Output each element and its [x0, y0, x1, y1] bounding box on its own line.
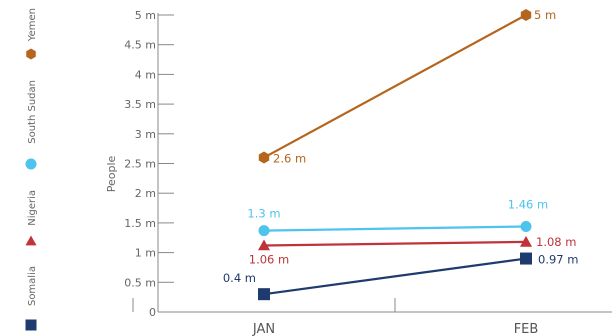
- y-axis: 0 0.5 m 1 m 1.5 m 2 m 2.5 m 3 m 3.5 m 4 m 4.5 m 5 …: [124, 9, 174, 319]
- data-point-yemen: [258, 151, 270, 164]
- x-tick-label-jan: JAN: [252, 322, 275, 336]
- series-yemen: 2.6 m 5 m: [258, 8, 556, 166]
- data-label-somalia: 0.97 m: [538, 253, 578, 267]
- y-tick-label: 5 m: [135, 9, 156, 22]
- legend-marker-somalia: [25, 319, 37, 331]
- legend-item-nigeria: Nigeria: [25, 190, 38, 246]
- legend-item-somalia: Somalia: [25, 266, 38, 331]
- legend-marker-nigeria: [25, 235, 37, 246]
- series-line-somalia: [263, 257, 527, 296]
- legend-item-south-sudan: South Sudan: [25, 80, 38, 170]
- legend-marker-south-sudan: [25, 158, 37, 170]
- data-label-nigeria: 1.08 m: [536, 235, 576, 249]
- data-point-yemen: [520, 9, 532, 21]
- legend-item-yemen: Yemen: [26, 8, 38, 60]
- plot-area: 0.4 m 0.97 m 1.06 m 1.08 m 1.3 m 1.46 m 2.6 m 5…: [223, 8, 578, 301]
- legend: Yemen South Sudan Nigeria Somalia: [25, 8, 38, 331]
- series-line-yemen: [263, 14, 527, 159]
- legend-label-somalia: Somalia: [27, 266, 38, 306]
- data-point-nigeria: [258, 239, 270, 251]
- data-label-south-sudan: 1.3 m: [247, 207, 280, 221]
- data-label-somalia: 0.4 m: [223, 271, 256, 285]
- legend-label-nigeria: Nigeria: [27, 190, 38, 226]
- data-label-yemen: 5 m: [534, 8, 556, 22]
- y-tick-label: 4 m: [135, 68, 156, 81]
- y-tick-label: 3 m: [135, 128, 156, 141]
- legend-label-yemen: Yemen: [27, 8, 38, 42]
- y-tick-label: 1.5 m: [124, 217, 156, 230]
- data-label-yemen: 2.6 m: [273, 152, 306, 166]
- y-tick-label: 1 m: [135, 247, 156, 260]
- x-axis: JAN FEB: [132, 298, 612, 336]
- data-point-somalia: [258, 288, 270, 301]
- legend-label-south-sudan: South Sudan: [27, 80, 38, 144]
- y-tick-label: 0: [149, 306, 156, 319]
- y-tick-label: 2.5 m: [124, 158, 156, 171]
- x-tick-label-feb: FEB: [514, 322, 539, 336]
- data-point-somalia: [520, 252, 532, 265]
- data-point-south-sudan: [258, 225, 270, 237]
- y-tick-label: 0.5 m: [124, 276, 156, 289]
- y-tick-label: 2 m: [135, 187, 156, 200]
- series-line-south-sudan: [263, 225, 527, 232]
- series-line-nigeria: [263, 240, 527, 247]
- y-tick-label: 4.5 m: [124, 39, 156, 52]
- data-label-nigeria: 1.06 m: [249, 252, 289, 266]
- series-south-sudan: 1.3 m 1.46 m: [247, 197, 548, 237]
- data-label-south-sudan: 1.46 m: [508, 197, 548, 211]
- series-nigeria: 1.06 m 1.08 m: [249, 235, 577, 267]
- data-point-south-sudan: [520, 220, 532, 232]
- legend-marker-yemen: [26, 48, 36, 60]
- y-tick-label: 3.5 m: [124, 98, 156, 111]
- series-somalia: 0.4 m 0.97 m: [223, 252, 578, 301]
- data-point-nigeria: [520, 235, 532, 247]
- y-axis-title: People: [105, 155, 118, 192]
